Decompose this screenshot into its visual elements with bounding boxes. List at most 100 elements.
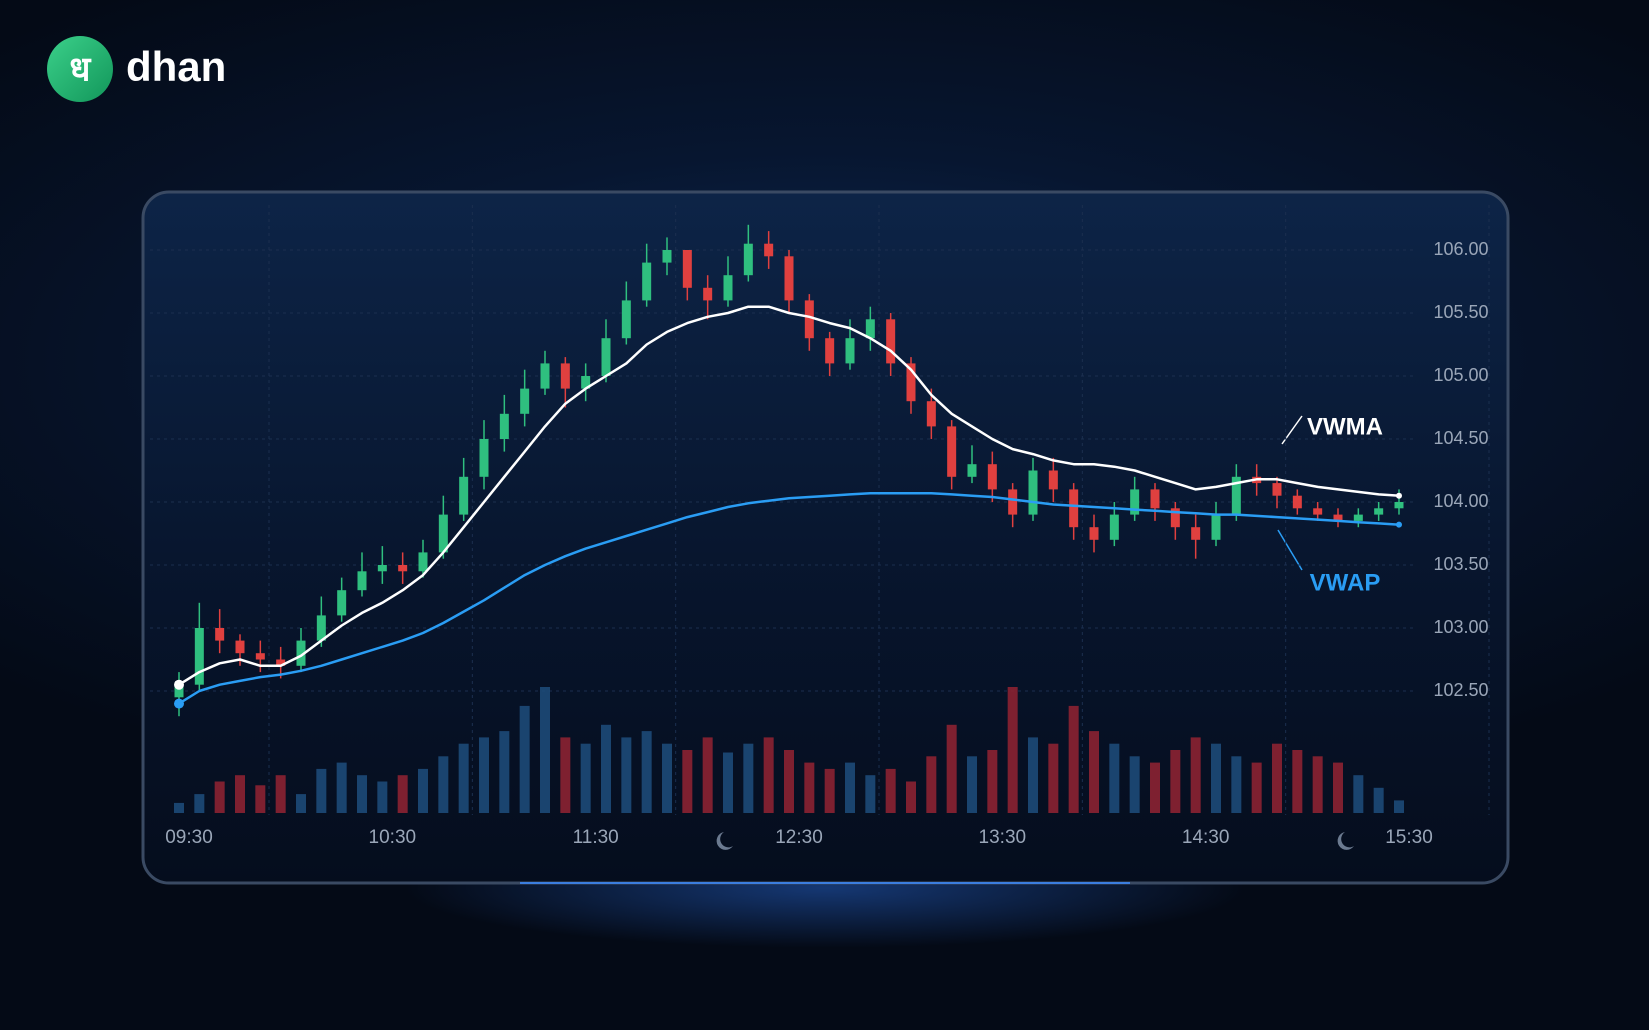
candle-body — [886, 319, 896, 364]
volume-bar — [1292, 750, 1303, 813]
candle-body — [1028, 470, 1038, 515]
candle-body — [1150, 489, 1160, 509]
volume-bar — [1373, 787, 1384, 813]
volume-bar — [1089, 731, 1099, 813]
candle-body — [1353, 514, 1363, 521]
candle-body — [560, 363, 570, 389]
volume-bar — [1231, 756, 1242, 813]
volume-bar — [255, 785, 266, 813]
volume-bar — [580, 743, 591, 813]
candle-body — [418, 552, 428, 572]
volume-bar — [418, 768, 428, 813]
volume-bar — [885, 768, 896, 813]
moon-icon — [716, 832, 733, 850]
series-label: VWAP — [1310, 569, 1381, 596]
candle-body — [967, 464, 977, 477]
x-tick-label: 12:30 — [775, 827, 823, 848]
line-end-dot — [1396, 521, 1402, 528]
volume-bar — [763, 737, 774, 813]
candle-body — [255, 653, 265, 660]
line-start-dot — [174, 698, 184, 709]
candle-body — [174, 684, 184, 698]
candle-body — [662, 250, 672, 263]
volume-bar — [804, 762, 815, 813]
candle-body — [1130, 489, 1140, 515]
candle-body — [1211, 514, 1221, 540]
volume-bar — [987, 750, 998, 813]
volume-bar — [519, 705, 530, 813]
candle-body — [1191, 527, 1201, 540]
volume-bar — [438, 756, 449, 813]
volume-bar — [540, 687, 550, 813]
candle-body — [1109, 514, 1119, 540]
volume-bar — [1353, 775, 1364, 813]
volume-bar — [641, 731, 652, 813]
volume-bar — [1028, 737, 1038, 813]
candle-body — [540, 363, 550, 389]
volume-bar — [499, 731, 510, 813]
candle-body — [804, 300, 814, 339]
candle-body — [398, 565, 408, 572]
y-tick-label: 103.00 — [1433, 617, 1488, 637]
volume-bar — [1109, 743, 1120, 813]
candle-body — [581, 376, 591, 389]
candle-body — [723, 275, 733, 301]
candle-body — [1048, 470, 1058, 490]
candle-body — [1272, 483, 1282, 496]
volume-bar — [601, 724, 611, 813]
candle-body — [764, 243, 774, 257]
y-tick-label: 105.50 — [1433, 302, 1488, 322]
indicator-line — [178, 305, 1400, 686]
volume-bar — [946, 724, 957, 813]
logo-glyph: ध — [70, 50, 92, 90]
volume-bar — [1333, 762, 1343, 813]
volume-bar — [1251, 762, 1262, 813]
y-tick-label: 106.00 — [1433, 239, 1488, 259]
volume-bar — [743, 743, 754, 813]
candle-body — [642, 262, 652, 301]
candle-body — [845, 338, 855, 364]
candle-body — [601, 338, 611, 376]
candle-body — [906, 363, 916, 402]
candle-body — [377, 565, 387, 572]
volume-bar — [1272, 743, 1282, 813]
volume-bar — [296, 794, 306, 813]
candle-body — [337, 590, 347, 616]
volume-bar — [702, 737, 713, 813]
volume-bar — [1312, 756, 1323, 813]
x-tick-label: 15:30 — [1385, 827, 1433, 848]
volume-bar — [1150, 762, 1160, 813]
candle-body — [1170, 508, 1180, 528]
volume-bar — [174, 802, 184, 813]
x-tick-label: 13:30 — [979, 827, 1027, 848]
candle-body — [926, 401, 936, 427]
volume-bar — [397, 775, 408, 813]
candle-body — [987, 464, 997, 490]
line-start-dot — [174, 679, 184, 690]
y-tick-label: 105.00 — [1433, 365, 1488, 385]
annotation-connector — [1277, 529, 1303, 571]
volume-bar — [824, 768, 835, 813]
candle-body — [235, 640, 245, 654]
volume-bar — [479, 737, 489, 813]
candle-body — [825, 338, 835, 364]
volume-bar — [906, 781, 916, 813]
line-end-dot — [1396, 492, 1402, 499]
volume-bar — [458, 743, 469, 813]
volume-bar — [560, 737, 571, 813]
volume-bar — [1007, 687, 1018, 813]
volume-bar — [316, 768, 327, 813]
candle-body — [438, 514, 448, 553]
volume-bar — [845, 762, 855, 813]
candle-body — [947, 426, 957, 477]
candle-body — [784, 256, 794, 301]
brand-name: dhan — [126, 43, 226, 90]
volume-bar — [723, 752, 733, 813]
candle-body — [1008, 489, 1018, 515]
candle-body — [621, 300, 631, 339]
candle-body — [1292, 495, 1302, 509]
y-tick-label: 104.50 — [1433, 428, 1488, 448]
volume-bar — [214, 781, 225, 813]
candle-body — [1333, 514, 1343, 521]
